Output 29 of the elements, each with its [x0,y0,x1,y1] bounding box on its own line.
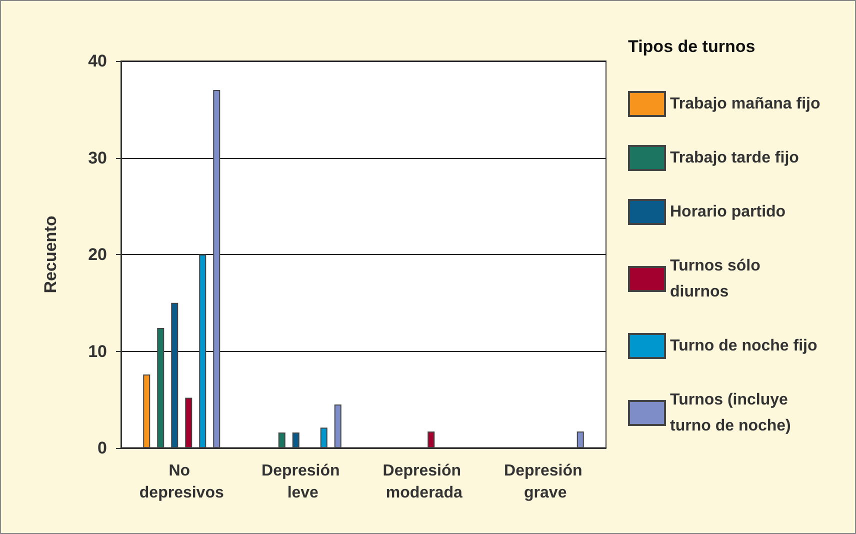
bar [334,404,342,448]
bar [171,302,178,448]
bar [143,374,150,448]
bar [157,328,164,448]
y-tick-label: 30 [88,148,107,168]
bar [185,398,192,448]
x-tick-label: Depresión leve [262,462,344,502]
x-tick-label: Depresión grave [504,462,587,502]
bar [213,90,220,448]
legend-label: Turnos (incluye turno de noche) [670,392,792,434]
bar [199,254,206,448]
y-axis-title: Recuento [41,216,60,294]
bar [428,432,435,448]
x-tick-label: No depresivos [139,462,224,502]
bar [292,432,300,448]
legend-label: Trabajo tarde fijo [670,150,800,166]
bar [576,432,584,448]
legend-label: Trabajo mañana fijo [670,96,820,112]
y-tick-label: 20 [88,245,107,264]
legend-label: Turno de noche fijo [670,338,818,354]
legend-title: Tipos de turnos [628,37,756,56]
bar [320,428,328,448]
legend-label: Turnos sólo diurnos [670,258,765,300]
y-tick-label: 10 [88,342,107,361]
legend-label: Horario partido [670,204,786,220]
y-tick-label: 0 [98,438,107,458]
bar [278,432,286,448]
x-tick-label: Depresión moderada [382,462,466,502]
y-tick-label: 40 [88,52,107,70]
